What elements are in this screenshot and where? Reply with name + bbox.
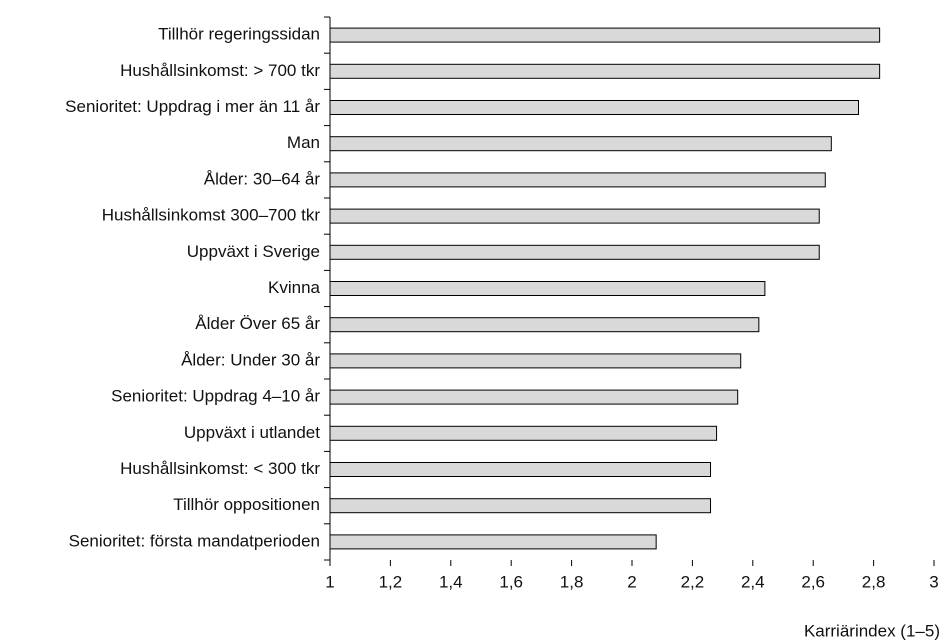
y-tick-label: Ålder Över 65 år [195, 314, 320, 333]
x-tick-label: 2 [627, 572, 636, 591]
y-tick-label: Senioritet: Uppdrag 4–10 år [111, 387, 320, 406]
bar [329, 353, 742, 369]
x-axis-title: Karriärindex (1–5) [804, 621, 940, 640]
bar [329, 244, 820, 260]
bar [329, 27, 881, 43]
x-tick-label: 3 [929, 572, 938, 591]
bar [329, 63, 881, 79]
bar [329, 462, 712, 477]
bar [329, 389, 739, 405]
y-tick-label: Hushållsinkomst: < 300 tkr [120, 459, 320, 478]
bar [329, 498, 712, 514]
x-tick-label: 2,6 [801, 572, 825, 591]
x-tick-label: 1,6 [499, 572, 523, 591]
x-tick-label: 1,2 [379, 572, 403, 591]
y-tick-label: Ålder: Under 30 år [181, 350, 320, 369]
y-tick-label: Man [287, 133, 320, 152]
x-tick-label: 2,4 [741, 572, 765, 591]
bar [329, 208, 820, 224]
x-tick-label: 1 [325, 572, 334, 591]
y-tick-label: Hushållsinkomst 300–700 tkr [102, 206, 321, 225]
bar [329, 281, 766, 296]
bar [329, 172, 826, 188]
bar [329, 317, 760, 333]
x-tick-label: 2,8 [862, 572, 886, 591]
bar [329, 100, 859, 115]
y-tick-label: Senioritet: Uppdrag i mer än 11 år [65, 97, 320, 116]
y-tick-label: Hushållsinkomst: > 700 tkr [120, 61, 320, 80]
bar [329, 425, 718, 441]
y-tick-label: Ålder: 30–64 år [204, 169, 321, 188]
bar [329, 534, 657, 550]
y-tick-label: Kvinna [268, 278, 321, 297]
y-tick-label: Uppväxt i utlandet [184, 423, 320, 442]
x-tick-label: 1,4 [439, 572, 463, 591]
x-tick-label: 2,2 [681, 572, 705, 591]
bar [329, 136, 832, 152]
y-tick-label: Uppväxt i Sverige [187, 242, 320, 261]
x-tick-label: 1,8 [560, 572, 584, 591]
y-tick-label: Senioritet: första mandatperioden [69, 531, 320, 550]
y-tick-label: Tillhör oppositionen [173, 495, 320, 514]
y-tick-label: Tillhör regeringssidan [158, 25, 320, 44]
